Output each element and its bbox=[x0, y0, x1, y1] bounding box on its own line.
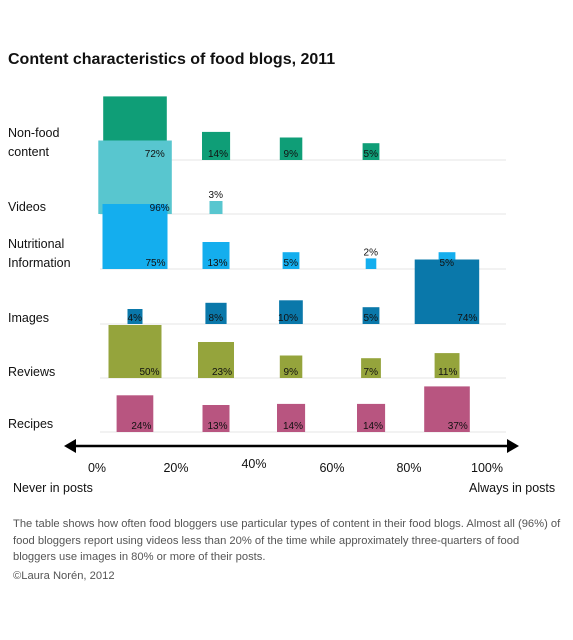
data-label: 10% bbox=[278, 313, 298, 324]
data-square bbox=[127, 309, 143, 324]
data-label: 5% bbox=[364, 313, 379, 324]
data-label: 9% bbox=[284, 149, 299, 160]
data-label: 5% bbox=[364, 149, 379, 160]
chart-credit: ©Laura Norén, 2012 bbox=[13, 570, 115, 582]
data-label: 9% bbox=[284, 367, 299, 378]
x-tick-label: 80% bbox=[396, 461, 421, 475]
data-square bbox=[205, 302, 227, 324]
row-label: Videos bbox=[8, 200, 46, 214]
data-square bbox=[202, 131, 231, 160]
data-label: 14% bbox=[208, 149, 228, 160]
data-square bbox=[434, 353, 460, 378]
data-label: 7% bbox=[364, 367, 379, 378]
x-tick-label: 40% bbox=[241, 457, 266, 471]
data-square bbox=[279, 355, 303, 378]
data-label: 75% bbox=[145, 258, 165, 269]
row-label: Non-food bbox=[8, 126, 60, 140]
data-square bbox=[424, 386, 470, 432]
x-axis bbox=[64, 439, 519, 453]
x-tick-label: 20% bbox=[163, 461, 188, 475]
x-axis-left-arrow bbox=[64, 439, 76, 453]
data-label: 23% bbox=[212, 367, 232, 378]
row-label: Images bbox=[8, 311, 49, 325]
data-square bbox=[361, 358, 381, 378]
data-square bbox=[202, 405, 230, 432]
data-label: 74% bbox=[457, 313, 477, 324]
data-square bbox=[279, 137, 303, 160]
chart-title: Content characteristics of food blogs, 2… bbox=[8, 51, 336, 68]
row-label: Recipes bbox=[8, 417, 54, 431]
data-label: 5% bbox=[440, 258, 455, 269]
data-square bbox=[357, 403, 386, 432]
data-label: 72% bbox=[145, 149, 165, 160]
row-label: content bbox=[8, 145, 50, 159]
data-label: 11% bbox=[438, 367, 457, 378]
data-label: 14% bbox=[363, 421, 383, 432]
data-square bbox=[108, 325, 162, 378]
data-label: 4% bbox=[128, 313, 143, 324]
data-label: 3% bbox=[209, 190, 224, 201]
x-axis-tick-labels: 0% 20% 40% 60% 80% 100% bbox=[88, 457, 503, 475]
x-axis-right-arrow bbox=[507, 439, 519, 453]
data-label: 13% bbox=[207, 421, 227, 432]
data-label: 50% bbox=[139, 367, 159, 378]
data-square bbox=[365, 258, 377, 269]
data-squares bbox=[98, 96, 480, 432]
data-label: 8% bbox=[209, 313, 224, 324]
data-square bbox=[362, 307, 380, 324]
data-square bbox=[202, 242, 230, 269]
data-square bbox=[116, 395, 154, 432]
data-square bbox=[277, 403, 306, 432]
data-square bbox=[209, 201, 223, 214]
data-square bbox=[414, 259, 480, 324]
data-label: 96% bbox=[150, 203, 170, 214]
row-label: Information bbox=[8, 256, 71, 270]
data-square bbox=[282, 252, 300, 269]
x-tick-label: 0% bbox=[88, 461, 106, 475]
data-square bbox=[102, 204, 168, 269]
data-square bbox=[279, 300, 303, 324]
data-label: 14% bbox=[283, 421, 303, 432]
row-label: Nutritional bbox=[8, 237, 65, 251]
data-label: 37% bbox=[448, 421, 468, 432]
x-tick-label: 60% bbox=[319, 461, 344, 475]
x-axis-left-label: Never in posts bbox=[13, 481, 93, 495]
data-labels: 72% 14% 9% 5% 96% 3% 75% 13% 5% 2% 5% 4% 8% 10% 5% 74% 5… bbox=[128, 149, 478, 432]
data-square bbox=[98, 140, 172, 214]
data-square bbox=[362, 143, 380, 160]
data-square bbox=[198, 342, 234, 378]
data-label: 13% bbox=[207, 258, 227, 269]
data-label: 5% bbox=[284, 258, 299, 269]
row-label: Reviews bbox=[8, 365, 56, 379]
x-axis-right-label: Always in posts bbox=[469, 481, 556, 495]
data-label: 2% bbox=[364, 247, 379, 258]
chart-caption: The table shows how often food bloggers … bbox=[13, 518, 561, 563]
x-tick-label: 100% bbox=[471, 461, 503, 475]
data-label: 24% bbox=[131, 421, 151, 432]
